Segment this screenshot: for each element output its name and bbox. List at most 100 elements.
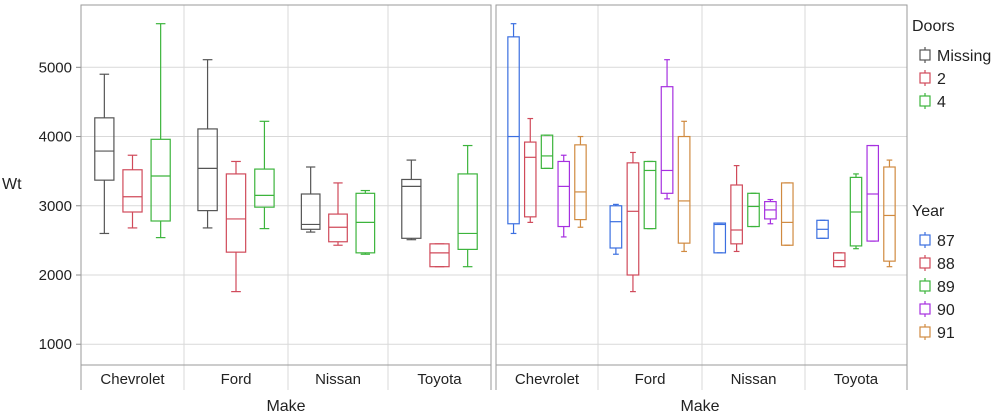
box-ford-90: [661, 60, 673, 199]
legend-title-year: Year: [912, 203, 945, 220]
box-iqr: [402, 179, 421, 238]
y-axis-title: Wt: [2, 176, 22, 193]
box-iqr: [627, 163, 639, 275]
box-iqr: [644, 161, 656, 228]
box-nissan-91: [782, 183, 793, 245]
legend-swatch: [920, 258, 930, 268]
legend-swatch: [920, 304, 930, 314]
box-ford-89: [644, 161, 656, 228]
box-iqr: [95, 118, 114, 180]
legend-year: Year 87 88 89 90 91: [912, 203, 955, 342]
legend-label: 90: [937, 302, 955, 319]
box-iqr: [782, 183, 793, 245]
box-nissan-87: [714, 223, 725, 253]
box-toyota-missing: [402, 160, 421, 240]
x-tick-label-chevrolet: Chevrolet: [100, 371, 165, 388]
box-toyota-88: [834, 253, 845, 267]
legend-item-4: 4: [920, 93, 946, 111]
box-toyota-87: [817, 220, 828, 238]
box-iqr: [661, 87, 673, 194]
box-toyota-2: [430, 244, 449, 267]
box-iqr: [198, 129, 217, 211]
box-iqr: [731, 185, 742, 244]
legend-swatch: [920, 96, 930, 106]
box-toyota-89: [850, 174, 861, 249]
box-nissan-88: [731, 166, 742, 252]
box-chevrolet-87: [508, 24, 519, 234]
legend-item-90: 90: [920, 301, 955, 319]
box-ford-91: [678, 121, 690, 251]
box-nissan-2: [329, 183, 348, 245]
y-tick-label: 4000: [39, 129, 72, 146]
box-nissan-missing: [301, 167, 320, 232]
box-toyota-91: [884, 160, 895, 267]
box-chevrolet-88: [525, 119, 536, 223]
legend-label: 88: [937, 256, 955, 273]
box-iqr: [329, 214, 348, 242]
box-iqr: [834, 253, 845, 267]
box-iqr: [151, 139, 170, 221]
legend-swatch: [920, 73, 930, 83]
legend-swatch: [920, 281, 930, 291]
legend-swatch: [920, 235, 930, 245]
x-tick-label-chevrolet: Chevrolet: [515, 371, 580, 388]
box-ford-88: [627, 152, 639, 291]
box-chevrolet-missing: [95, 74, 114, 233]
box-iqr: [430, 244, 449, 267]
box-ford-4: [255, 121, 274, 228]
y-tick-label: 5000: [39, 59, 72, 76]
box-nissan-90: [765, 200, 776, 224]
box-iqr: [748, 193, 759, 226]
x-axis-title-doors: Make: [266, 398, 305, 415]
legend-item-89: 89: [920, 278, 955, 296]
doors-panel: Chevrolet Ford Nissan Toyota: [81, 5, 491, 390]
box-ford-2: [226, 161, 245, 291]
y-tick-label: 3000: [39, 198, 72, 215]
x-tick-label-ford: Ford: [221, 371, 252, 388]
x-axis-title-year: Make: [680, 398, 719, 415]
chart: Wt 1000 2000 3000 4000 5000 Chevrolet Ford Nis…: [0, 0, 998, 416]
legend-item-87: 87: [920, 232, 955, 250]
box-iqr: [226, 174, 245, 252]
y-axis-ticks: 1000 2000 3000 4000 5000: [39, 59, 81, 353]
box-iqr: [884, 167, 895, 261]
legend-label: 89: [937, 279, 955, 296]
x-tick-label-nissan: Nissan: [731, 371, 777, 388]
box-chevrolet-89: [541, 135, 552, 168]
box-chevrolet-2: [123, 155, 142, 228]
x-tick-label-ford: Ford: [635, 371, 666, 388]
box-iqr: [255, 169, 274, 207]
legend-label: Missing: [937, 48, 991, 65]
box-iqr: [356, 193, 375, 253]
y-tick-label: 1000: [39, 336, 72, 353]
box-iqr: [508, 37, 519, 224]
legend-doors: Doors Missing 2 4: [912, 18, 991, 111]
box-iqr: [610, 206, 622, 248]
x-tick-label-toyota: Toyota: [417, 371, 462, 388]
y-tick-label: 2000: [39, 267, 72, 284]
box-ford-87: [610, 204, 622, 254]
legend-title-doors: Doors: [912, 18, 955, 35]
legend-label: 87: [937, 233, 955, 250]
box-chevrolet-91: [575, 137, 586, 228]
legend-label: 91: [937, 325, 955, 342]
box-iqr: [558, 161, 569, 226]
legend-item-91: 91: [920, 324, 955, 342]
box-iqr: [575, 145, 586, 220]
box-iqr: [714, 223, 725, 253]
year-panel: Chevrolet Ford Nissan Toyota: [496, 5, 907, 390]
x-tick-label-toyota: Toyota: [834, 371, 879, 388]
legend-swatch: [920, 50, 930, 60]
legend-item-2: 2: [920, 70, 946, 88]
legend-label: 2: [937, 71, 946, 88]
legend-label: 4: [937, 94, 946, 111]
box-iqr: [541, 135, 552, 168]
box-iqr: [458, 174, 477, 249]
box-iqr: [867, 146, 878, 242]
box-iqr: [678, 137, 690, 244]
legend-swatch: [920, 327, 930, 337]
x-tick-label-nissan: Nissan: [315, 371, 361, 388]
box-nissan-89: [748, 193, 759, 226]
box-ford-missing: [198, 60, 217, 228]
legend-item-88: 88: [920, 255, 955, 273]
